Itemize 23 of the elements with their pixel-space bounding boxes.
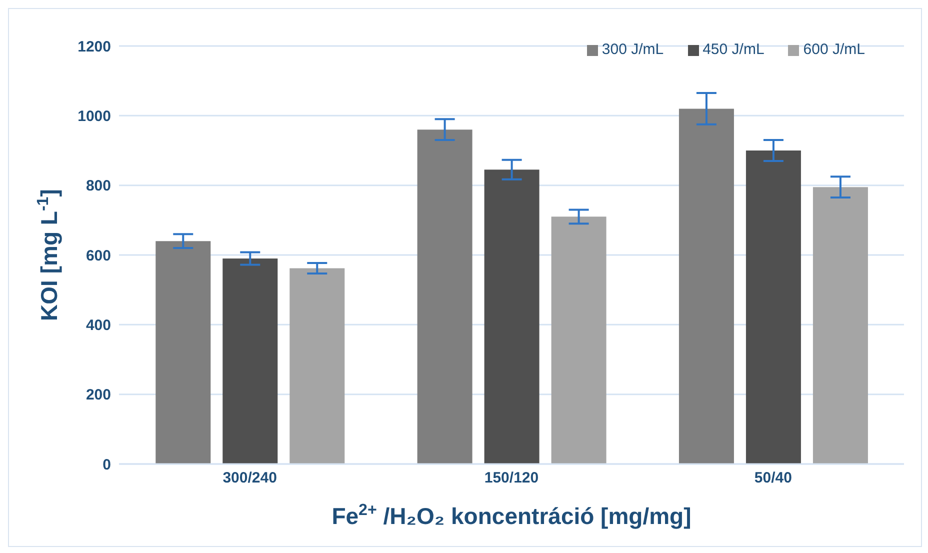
y-tick-label: 600 xyxy=(86,247,111,264)
x-tick-label: 150/120 xyxy=(484,470,539,487)
y-tick-label: 400 xyxy=(86,316,111,334)
legend-label: 450 J/mL xyxy=(702,41,764,58)
y-tick-label: 800 xyxy=(86,178,111,195)
legend-label: 600 J/mL xyxy=(803,41,865,58)
bar xyxy=(417,130,472,464)
x-tick-label: 50/40 xyxy=(754,470,792,487)
bar xyxy=(290,268,345,464)
x-tick-label: 300/240 xyxy=(222,470,277,487)
y-tick-label: 0 xyxy=(102,456,111,474)
legend-label: 300 J/mL xyxy=(602,41,664,58)
bar xyxy=(222,258,278,464)
bar xyxy=(678,108,734,464)
y-tick-label: 200 xyxy=(86,386,111,404)
y-tick-label: 1000 xyxy=(78,108,111,125)
bar xyxy=(812,187,868,464)
y-tick-label: 1200 xyxy=(78,38,111,56)
x-axis-title: Fe$^{2+}$ /H₂O₂ koncentráció [mg/mg] xyxy=(332,501,692,529)
bar xyxy=(484,170,540,464)
bar xyxy=(156,241,211,464)
bar xyxy=(551,216,606,464)
bar xyxy=(746,150,801,464)
